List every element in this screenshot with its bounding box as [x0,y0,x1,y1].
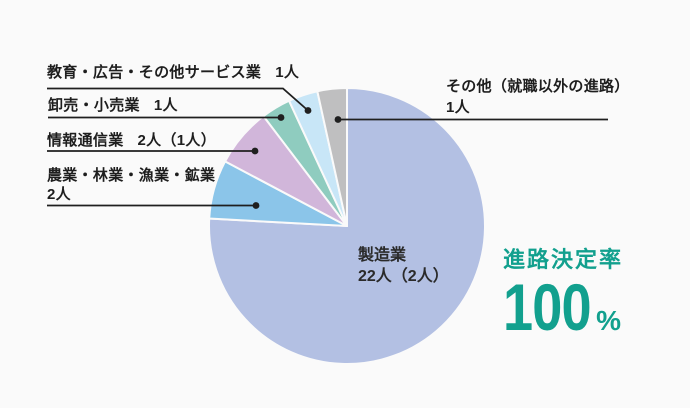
career-decision-rate: 進路決定率 100% [503,247,624,344]
leader-dot-wholesale-retail [277,114,285,121]
pie-label-manufacturing-name: 製造業 [358,247,407,264]
pie-slice-0 [208,86,486,365]
callout-information-communication-label: 情報通信業 [47,132,124,149]
callout-wholesale-retail: 卸売・小売業 1人 [48,96,178,115]
callout-information-communication: 情報通信業 2人（1人） [47,131,216,150]
leader-dot-information-communication [251,147,259,155]
leader-line-education-services [47,87,309,112]
leader-dot-agriculture [252,202,260,209]
callout-wholesale-retail-label: 卸売・小売業 [48,97,140,114]
callout-information-communication-count: 2人（1人） [137,132,217,149]
leader-dot-other [334,116,342,123]
callout-education-services-label: 教育・広告・その他サービス業 [47,64,262,81]
career-decision-rate-percent-sign: % [596,305,622,336]
callout-other: その他（就職以外の進路） 1人 [446,76,630,118]
career-decision-rate-number: 100 [503,270,592,344]
callout-other-count: 1人 [446,99,470,116]
pie-label-manufacturing-count: 22人（2人） [358,268,449,285]
callout-wholesale-retail-count: 1人 [153,97,178,114]
callout-education-services: 教育・広告・その他サービス業 1人 [47,63,299,82]
pie-label-manufacturing: 製造業 22人（2人） [358,245,449,287]
career-decision-rate-value: 100% [503,270,623,344]
pie-slices [208,86,486,365]
callout-agriculture: 農業・林業・漁業・鉱業 2人 [47,166,215,204]
callout-other-label: その他（就職以外の進路） [446,78,630,95]
callout-education-services-count: 1人 [275,64,300,81]
callout-agriculture-count: 2人 [47,186,71,203]
callout-agriculture-label: 農業・林業・漁業・鉱業 [47,167,216,184]
career-decision-rate-label: 進路決定率 [503,247,624,272]
leader-dot-education-services [304,107,312,114]
